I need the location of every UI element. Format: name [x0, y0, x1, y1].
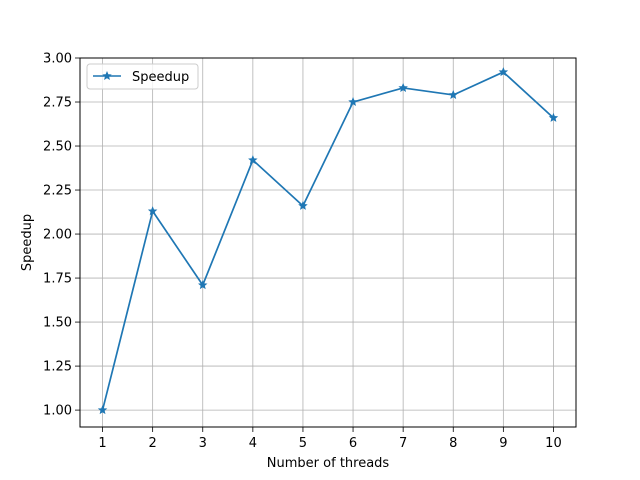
data-point-star	[198, 280, 208, 290]
series-layer	[97, 67, 559, 415]
legend: Speedup	[86, 63, 199, 90]
x-tick-label: 2	[149, 436, 157, 451]
legend-star-marker	[102, 71, 112, 81]
x-tick-label: 9	[499, 436, 507, 451]
data-point-star	[348, 97, 358, 107]
x-tick-label: 10	[545, 436, 562, 451]
grid-lines	[80, 57, 576, 427]
x-tick-label: 1	[98, 436, 106, 451]
y-tick-label: 1.75	[43, 272, 72, 287]
y-tick-label: 2.25	[43, 184, 72, 199]
x-tick-label: 5	[299, 436, 307, 451]
data-point-star	[498, 67, 509, 77]
data-point-star	[548, 112, 559, 122]
data-point-star	[248, 155, 258, 165]
y-tick-label: 2.00	[43, 228, 72, 243]
plot-frame	[79, 57, 577, 428]
axis-ticks: 1 2 3 4 5 6 7 8 9 10 1.00 1.25 1.50 1.75 2.00 2.25 2.50 2…	[43, 52, 562, 452]
y-axis-label: Speedup	[20, 214, 35, 271]
y-tick-label: 1.00	[43, 404, 72, 419]
x-tick-label: 3	[199, 436, 207, 451]
data-point-star	[147, 206, 158, 216]
data-point-star	[97, 405, 108, 415]
x-tick-label: 6	[349, 436, 357, 451]
legend-box	[86, 63, 199, 90]
y-tick-label: 3.00	[43, 52, 72, 67]
y-tick-label: 1.25	[43, 360, 72, 375]
legend-label: Speedup	[132, 70, 189, 85]
y-tick-label: 1.50	[43, 316, 72, 331]
data-point-star	[298, 200, 308, 210]
y-tick-label: 2.50	[43, 140, 72, 155]
x-axis-label: Number of threads	[267, 456, 390, 471]
y-tick-label: 2.75	[43, 96, 72, 111]
data-point-star	[448, 89, 458, 99]
x-tick-label: 7	[399, 436, 407, 451]
x-tick-label: 8	[449, 436, 457, 451]
series-line	[101, 71, 555, 411]
data-point-star	[398, 82, 408, 92]
x-tick-label: 4	[249, 436, 257, 451]
